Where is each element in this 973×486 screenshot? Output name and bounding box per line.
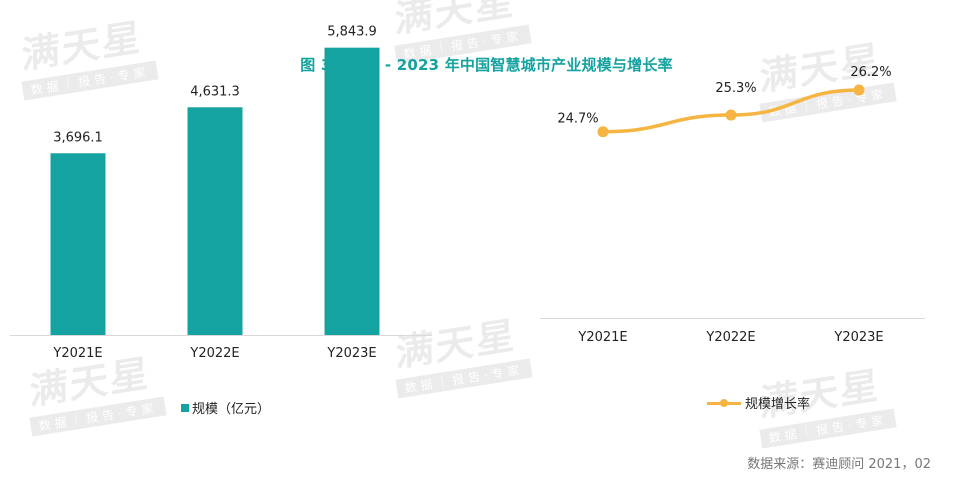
legend-label-bar: 规模（亿元）: [192, 402, 271, 417]
line-x-tick-label: Y2023E: [833, 330, 883, 345]
bar-chart-legend: 规模（亿元）: [181, 398, 270, 417]
line-data-label: 25.3%: [715, 81, 756, 96]
line-point-Y2022E: [725, 109, 737, 121]
line-data-label: 26.2%: [850, 65, 891, 80]
line-data-label: 24.7%: [557, 112, 598, 127]
line-x-tick-label: Y2021E: [577, 330, 627, 345]
line-point-Y2023E: [853, 84, 865, 96]
bar-Y2022E: [187, 107, 243, 335]
bar-data-label: 4,631.3: [190, 84, 240, 99]
bar-chart: 3,696.1 Y2021E 4,631.3 Y2022E 5,843.9 Y2023E: [10, 25, 432, 361]
legend-swatch-line: [707, 398, 741, 408]
bar-x-tick-label: Y2022E: [189, 346, 239, 361]
line-chart: 24.7% Y2021E 25.3% Y2022E 26.2% Y2023E: [540, 65, 925, 345]
bar-x-tick-label: Y2023E: [326, 346, 376, 361]
legend-label-line: 规模增长率: [745, 397, 811, 412]
chart-title: 图 3 2021 - 2023 年中国智慧城市产业规模与增长率: [300, 56, 673, 74]
line-chart-legend: 规模增长率: [707, 393, 810, 412]
bar-data-label: 3,696.1: [53, 130, 103, 145]
bar-Y2023E: [324, 47, 380, 335]
data-source-note: 数据来源：赛迪顾问 2021，02: [747, 457, 931, 472]
legend-swatch-bar: [181, 403, 189, 412]
line-point-Y2021E: [597, 126, 609, 138]
bar-data-label: 5,843.9: [327, 25, 377, 40]
bar-Y2021E: [50, 153, 106, 335]
line-x-tick-label: Y2022E: [705, 330, 755, 345]
bar-x-tick-label: Y2021E: [52, 346, 102, 361]
